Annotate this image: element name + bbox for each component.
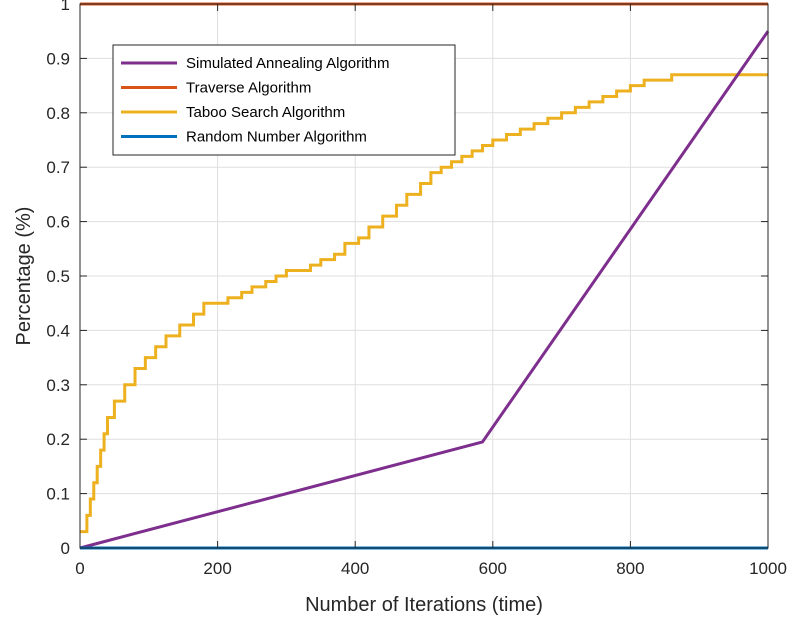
y-tick-label: 0 — [61, 539, 70, 558]
x-tick-label: 0 — [75, 559, 84, 578]
y-tick-label: 0.7 — [46, 158, 70, 177]
x-tick-label: 200 — [203, 559, 231, 578]
x-axis-label: Number of Iterations (time) — [305, 594, 543, 616]
x-tick-label: 600 — [479, 559, 507, 578]
x-tick-label: 800 — [616, 559, 644, 578]
y-tick-label: 0.8 — [46, 104, 70, 123]
y-tick-label: 1 — [61, 0, 70, 14]
legend-label: Taboo Search Algorithm — [186, 104, 345, 121]
y-tick-label: 0.2 — [46, 430, 70, 449]
legend-label: Random Number Algorithm — [186, 129, 367, 146]
legend: Simulated Annealing Algorithm Traverse Al… — [112, 44, 456, 156]
series-line-simulated-annealing-algorithm — [79, 30, 770, 550]
y-tick-label: 0.4 — [46, 321, 70, 340]
series-line-taboo-search-algorithm — [80, 73, 768, 534]
x-tick-label: 400 — [341, 559, 369, 578]
y-tick-label: 0.1 — [46, 485, 70, 504]
y-tick-label: 0.5 — [46, 267, 70, 286]
x-tick-label: 1000 — [749, 559, 787, 578]
y-tick-label: 0.6 — [46, 213, 70, 232]
y-axis-label: Percentage (%) — [13, 207, 35, 346]
y-tick-label: 0.9 — [46, 49, 70, 68]
legend-label: Traverse Algorithm — [186, 80, 311, 97]
y-tick-label: 0.3 — [46, 376, 70, 395]
axis-ticks: 0 200 400 600 800 1000 0 0.1 0.2 0.3 0.4 0.5 0.6 0.7 0… — [46, 0, 787, 578]
legend-label: Simulated Annealing Algorithm — [186, 55, 389, 72]
